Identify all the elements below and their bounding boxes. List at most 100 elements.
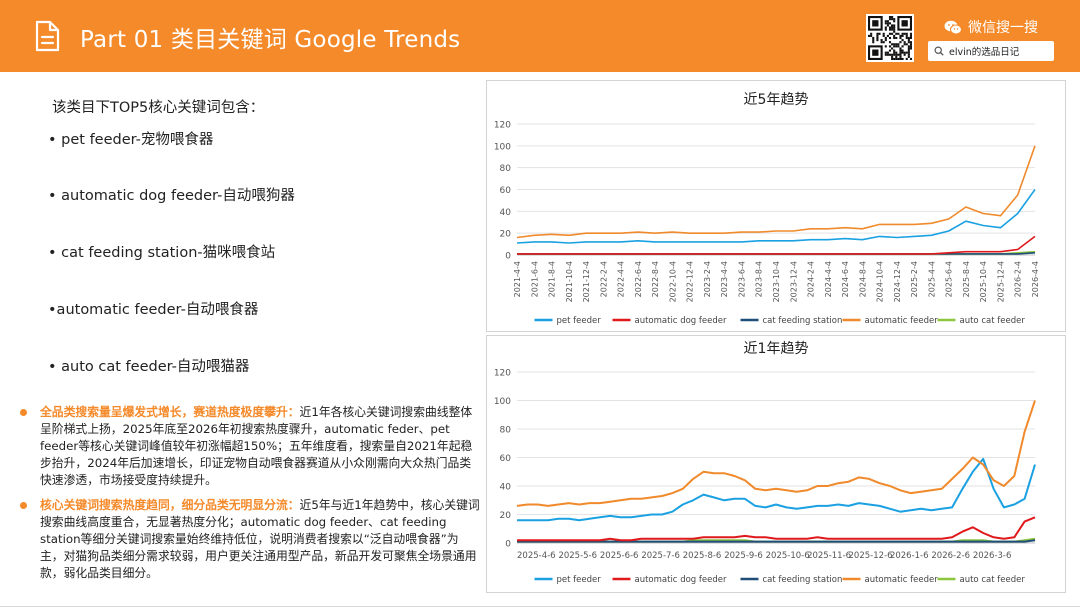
page-title: Part 01 类目关键词 Google Trends — [80, 27, 461, 53]
legend-label: automatic dog feeder — [635, 575, 727, 585]
x-tick-label: 2026-1-6 — [890, 551, 929, 561]
y-tick-label: 120 — [494, 369, 511, 379]
x-tick-label: 2022-2-4 — [599, 261, 608, 297]
y-tick-label: 80 — [500, 426, 512, 436]
legend-label: cat feeding station — [763, 575, 843, 585]
qr-code-icon[interactable] — [866, 14, 914, 62]
bottom-divider — [0, 606, 1080, 607]
x-tick-label: 2024-10-4 — [876, 261, 885, 302]
x-tick-label: 2023-2-4 — [703, 261, 712, 297]
x-tick-label: 2021-12-4 — [582, 261, 591, 302]
x-tick-label: 2026-2-4 — [1014, 261, 1023, 297]
series-line-automatic-dog-feeder — [517, 235, 1036, 255]
x-tick-label: 2021-8-4 — [548, 261, 557, 297]
keyword-item: • automatic dog feeder-自动喂狗器 — [48, 188, 295, 204]
x-tick-label: 2025-11-6 — [807, 551, 851, 561]
keyword-item: • pet feeder-宠物喂食器 — [48, 132, 214, 148]
y-tick-label: 0 — [505, 252, 511, 262]
x-tick-label: 2024-4-4 — [824, 261, 833, 297]
x-tick-label: 2022-12-4 — [686, 261, 695, 302]
x-tick-label: 2026-2-6 — [931, 551, 970, 561]
series-line-automatic-feeder — [516, 145, 1036, 239]
x-tick-label: 2021-10-4 — [565, 261, 574, 302]
x-tick-label: 2025-8-4 — [962, 261, 971, 297]
wechat-search-brand: 微信搜一搜 — [944, 17, 1038, 37]
series-line-automatic-feeder — [516, 400, 1036, 507]
x-tick-label: 2022-6-4 — [634, 261, 643, 297]
brand-label: 微信搜一搜 — [968, 20, 1038, 36]
x-tick-label: 2023-8-4 — [755, 261, 764, 297]
x-tick-label: 2022-10-4 — [668, 261, 677, 302]
x-tick-label: 2024-2-4 — [807, 261, 816, 297]
y-tick-label: 60 — [500, 186, 512, 196]
x-tick-label: 2026-4-4 — [1031, 261, 1040, 297]
series-line-pet-feeder — [517, 457, 1036, 522]
x-tick-label: 2025-7-6 — [641, 551, 680, 561]
y-tick-label: 100 — [494, 397, 511, 407]
x-tick-label: 2022-4-4 — [617, 261, 626, 297]
y-tick-label: 40 — [500, 208, 512, 218]
legend-label: auto cat feeder — [960, 316, 1026, 326]
x-tick-label: 2024-8-4 — [858, 261, 867, 297]
trend-chart-5y: 近5年趋势 0 20 40 60 80 100 120 2021-4-4 2021-6-4 2021… — [494, 92, 1040, 326]
x-tick-label: 2025-10-4 — [979, 261, 988, 302]
y-tick-label: 100 — [494, 142, 511, 152]
x-tick-label: 2023-4-4 — [720, 261, 729, 297]
search-text: elvin的选品日记 — [949, 47, 1020, 58]
bullet-dot-icon — [20, 409, 27, 416]
legend-label: automatic feeder — [865, 316, 939, 326]
chart-1-year: 近1年趋势 0 20 40 60 80 100 120 2025-4-6 2025-5-6 2025… — [486, 335, 1066, 593]
x-tick-label: 2025-12-6 — [849, 551, 893, 561]
x-tick-label: 2025-10-6 — [766, 551, 810, 561]
x-tick-label: 2025-4-6 — [517, 551, 556, 561]
insight-note-2: 核心关键词搜索热度趋同，细分品类无明显分流：近5年与近1年趋势中，核心关键词搜索… — [20, 497, 482, 582]
legend-label: automatic dog feeder — [635, 316, 727, 326]
y-tick-label: 60 — [500, 454, 512, 464]
x-tick-label: 2023-12-4 — [789, 261, 798, 302]
legend-label: cat feeding station — [763, 316, 843, 326]
x-tick-label: 2025-6-4 — [945, 261, 954, 297]
x-tick-label: 2023-6-4 — [737, 261, 746, 297]
x-tick-label: 2025-9-6 — [724, 551, 763, 561]
note-body: 近5年与近1年趋势中，核心关键词搜索曲线高度重合，无显著热度分化；automat… — [40, 498, 480, 580]
x-tick-label: 2025-4-4 — [927, 261, 936, 297]
x-tick-label: 2024-6-4 — [841, 261, 850, 297]
wechat-icon — [944, 20, 962, 34]
chart-title: 近1年趋势 — [744, 341, 809, 357]
note-highlight: 全品类搜索量呈爆发式增长，赛道热度极度攀升： — [40, 405, 300, 419]
x-tick-label: 2024-12-4 — [893, 261, 902, 302]
legend-label: automatic feeder — [865, 575, 939, 585]
x-tick-label: 2025-6-6 — [600, 551, 639, 561]
legend-label: pet feeder — [557, 316, 602, 326]
x-tick-label: 2023-10-4 — [772, 261, 781, 302]
keyword-item: • cat feeding station-猫咪喂食站 — [48, 245, 276, 261]
document-icon — [35, 20, 60, 52]
legend-label: auto cat feeder — [960, 575, 1026, 585]
keyword-item: •automatic feeder-自动喂食器 — [48, 302, 259, 318]
x-tick-label: 2025-5-6 — [558, 551, 597, 561]
chart-5-year: 近5年趋势 0 20 40 60 80 100 120 2021-4-4 2021-6-4 2021… — [486, 80, 1066, 332]
x-tick-label: 2025-8-6 — [683, 551, 722, 561]
series-line-cat-feeding-station — [517, 539, 1036, 543]
x-tick-label: 2026-3-6 — [973, 551, 1012, 561]
header-bar: Part 01 类目关键词 Google Trends 微信搜一搜 elvin的… — [0, 0, 1080, 72]
series-line-pet-feeder — [516, 189, 1036, 244]
y-tick-label: 0 — [505, 540, 511, 550]
x-tick-label: 2022-8-4 — [651, 261, 660, 297]
y-tick-label: 120 — [494, 121, 511, 131]
insight-note-1: 全品类搜索量呈爆发式增长，赛道热度极度攀升：近1年各核心关键词搜索曲线整体呈阶梯… — [20, 404, 482, 489]
y-tick-label: 80 — [500, 164, 512, 174]
note-highlight: 核心关键词搜索热度趋同，细分品类无明显分流： — [40, 498, 300, 512]
note-body: 近1年各核心关键词搜索曲线整体呈阶梯式上扬，2025年底至2026年初搜索热度骤… — [40, 405, 473, 487]
x-tick-label: 2025-12-4 — [996, 261, 1005, 302]
x-tick-label: 2021-6-4 — [530, 261, 539, 297]
search-icon — [934, 46, 944, 56]
keyword-item: • auto cat feeder-自动喂猫器 — [48, 359, 250, 375]
search-box[interactable]: elvin的选品日记 — [928, 41, 1054, 61]
bullet-dot-icon — [20, 502, 27, 509]
x-tick-label: 2025-2-4 — [910, 261, 919, 297]
series-line-automatic-dog-feeder — [517, 516, 1036, 542]
y-tick-label: 20 — [500, 230, 512, 240]
chart-title: 近5年趋势 — [744, 92, 809, 108]
